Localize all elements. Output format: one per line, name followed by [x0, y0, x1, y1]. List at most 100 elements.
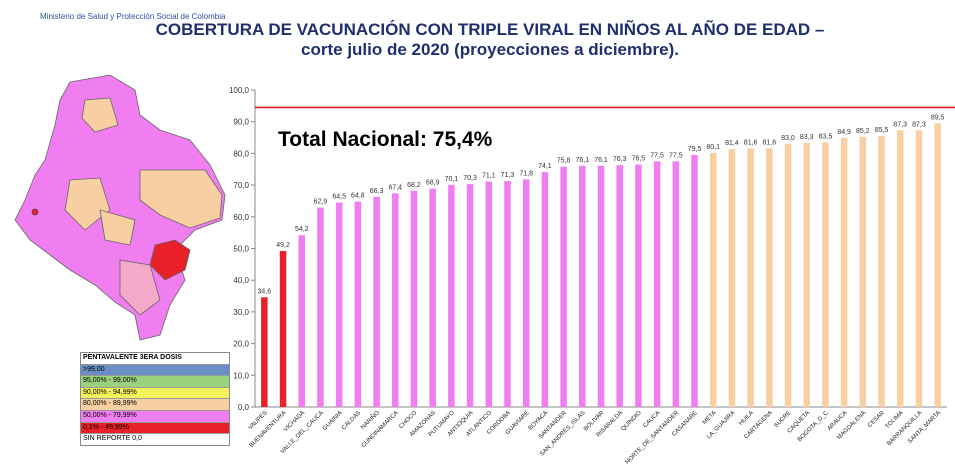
bar — [522, 179, 530, 407]
bar — [616, 165, 623, 407]
bar — [354, 201, 362, 407]
data-label: 34,6 — [258, 288, 272, 295]
y-tick-label: 70,0 — [233, 181, 249, 190]
bar — [560, 166, 567, 407]
data-label: 76,5 — [632, 155, 646, 162]
data-label: 62,9 — [314, 199, 328, 206]
category-label: BUENAVENTURA — [249, 410, 288, 449]
legend-item: >99,00 — [81, 363, 229, 376]
page-title: COBERTURA DE VACUNACIÓN CON TRIPLE VIRAL… — [155, 20, 825, 39]
bar — [840, 137, 848, 407]
category-label: BARRANQUILLA — [886, 410, 923, 447]
legend-item: SIN REPORTE 0,0 — [81, 433, 229, 445]
bar — [335, 202, 343, 407]
data-label: 54,2 — [295, 226, 309, 233]
data-label: 64,8 — [351, 193, 365, 200]
data-label: 85,5 — [875, 127, 889, 134]
bar — [822, 142, 829, 407]
data-label: 68,9 — [426, 180, 440, 187]
data-label: 64,5 — [332, 194, 346, 201]
y-tick-label: 50,0 — [233, 245, 249, 254]
data-label: 76,3 — [613, 156, 627, 163]
page-subtitle: corte julio de 2020 (proyecciones a dici… — [301, 40, 679, 59]
bar — [878, 135, 885, 407]
bar — [784, 143, 792, 407]
data-label: 87,3 — [912, 121, 926, 128]
data-label: 66,3 — [370, 188, 384, 195]
map-legend: PENTAVALENTE 3ERA DOSIS >99,00 95,00% - … — [80, 352, 230, 446]
bar — [466, 184, 474, 407]
y-tick-label: 10,0 — [233, 371, 249, 380]
bar — [485, 181, 493, 407]
category-label: GUAINIA — [322, 410, 344, 432]
bar — [766, 148, 773, 407]
ministry-name: Ministerio de Salud y Protección Social … — [40, 12, 226, 21]
data-label: 71,8 — [519, 170, 533, 177]
legend-item: 90,00% - 94,99% — [81, 386, 229, 399]
data-label: 77,5 — [650, 152, 664, 159]
y-tick-label: 40,0 — [233, 276, 249, 285]
data-label: 71,1 — [482, 173, 496, 180]
bar — [859, 136, 867, 407]
bar — [803, 142, 810, 407]
bar — [597, 165, 605, 407]
y-tick-label: 90,0 — [233, 118, 249, 127]
bar — [653, 161, 661, 407]
bar — [915, 130, 923, 407]
data-label: 70,1 — [445, 176, 459, 183]
legend-item: 95,00% - 99,00% — [81, 375, 229, 387]
bar — [691, 154, 698, 407]
data-label: 74,1 — [538, 163, 552, 170]
data-label: 89,5 — [931, 114, 945, 121]
bar — [747, 148, 754, 407]
y-tick-label: 0,0 — [238, 403, 250, 412]
colombia-map — [14, 74, 226, 341]
data-label: 76,1 — [575, 157, 589, 164]
legend-item: 50,00% - 79,99% — [81, 409, 229, 422]
bar — [279, 251, 287, 407]
data-label: 76,1 — [594, 157, 608, 164]
bar — [709, 153, 717, 407]
data-label: 68,2 — [407, 182, 421, 189]
bar — [392, 193, 399, 407]
bar — [541, 172, 549, 407]
category-label: SANTA_MARTA — [907, 410, 942, 445]
data-label: 81,6 — [763, 139, 777, 146]
y-tick-label: 60,0 — [233, 213, 249, 222]
bar — [448, 184, 455, 407]
bar — [672, 161, 680, 407]
total-nacional-annotation: Total Nacional: 75,4% — [278, 128, 493, 151]
data-label: 71,3 — [501, 172, 515, 179]
bar — [635, 164, 642, 407]
data-label: 75,8 — [557, 158, 571, 165]
data-label: 84,9 — [837, 129, 851, 136]
bar — [261, 297, 268, 407]
data-label: 87,3 — [893, 121, 907, 128]
category-label: META — [702, 410, 718, 426]
data-label: 80,1 — [706, 144, 720, 151]
data-label: 81,6 — [744, 139, 758, 146]
bar — [504, 180, 511, 407]
legend-title: PENTAVALENTE 3ERA DOSIS — [81, 353, 229, 364]
data-label: 81,4 — [725, 140, 739, 147]
legend-item: 0,1% - 49,99% — [81, 421, 229, 434]
category-label: QUINDIO — [620, 410, 643, 433]
data-label: 83,3 — [800, 134, 814, 141]
data-label: 83,0 — [781, 135, 795, 142]
y-tick-label: 100,0 — [229, 86, 250, 95]
bar — [317, 207, 324, 407]
data-label: 83,5 — [819, 133, 833, 140]
data-label: 70,3 — [463, 175, 477, 182]
data-label: 77,5 — [669, 152, 683, 159]
category-label: CUNDINAMARCA — [361, 410, 400, 449]
bar — [579, 165, 586, 407]
data-label: 49,2 — [276, 242, 290, 249]
y-tick-label: 30,0 — [233, 308, 249, 317]
y-tick-label: 80,0 — [233, 149, 249, 158]
bar — [934, 123, 941, 407]
bar — [373, 196, 380, 407]
legend-item: 80,00% - 89,99% — [81, 398, 229, 410]
data-label: 79,5 — [688, 146, 702, 153]
data-label: 85,2 — [856, 128, 870, 135]
